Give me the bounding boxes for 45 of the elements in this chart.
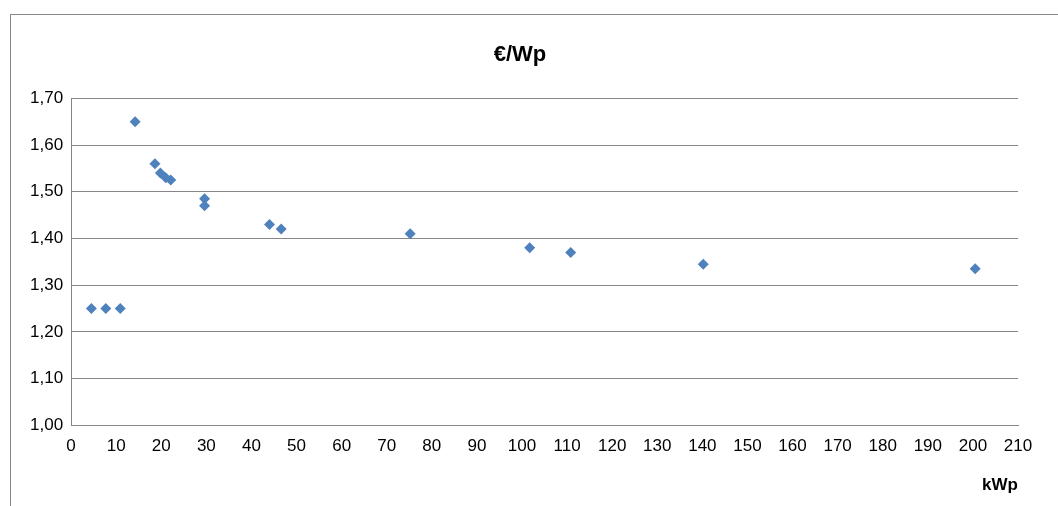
- chart-title: €/Wp: [493, 41, 547, 67]
- x-tick-label: 20: [151, 436, 171, 456]
- x-tick-label: 150: [733, 436, 762, 456]
- x-tick-label: 70: [377, 436, 397, 456]
- x-tick-label: 190: [913, 436, 943, 456]
- y-tick-label: 1,20: [29, 321, 64, 341]
- y-tick-label: 1,30: [29, 274, 64, 294]
- y-tick-label: 1,10: [29, 368, 64, 388]
- x-tick-label: 120: [597, 436, 627, 456]
- point: [524, 242, 536, 254]
- x-tick-label: 80: [422, 436, 442, 456]
- y-tick-label: 1,60: [29, 134, 64, 154]
- x-tick-label: 30: [196, 436, 216, 456]
- point: [129, 116, 141, 128]
- x-tick-label: 130: [643, 436, 672, 456]
- y-tick-label: 1,50: [29, 181, 64, 201]
- x-tick-label: 200: [958, 436, 988, 456]
- point: [149, 158, 161, 170]
- y-tick-label: 1,70: [29, 88, 64, 108]
- point: [100, 302, 112, 314]
- x-axis-title: kWp: [982, 475, 1018, 495]
- point: [697, 258, 709, 270]
- x-tick-label: 90: [467, 436, 487, 456]
- point: [404, 228, 416, 240]
- point: [263, 218, 275, 230]
- y-tick-label: 1,00: [29, 414, 64, 434]
- x-tick-label: 0: [66, 436, 76, 456]
- y-tick-label: 1,40: [29, 228, 64, 248]
- x-tick-label: 170: [823, 436, 852, 456]
- x-tick-label: 110: [553, 436, 581, 456]
- x-tick-label: 180: [868, 436, 897, 456]
- point: [154, 167, 166, 179]
- x-tick-label: 160: [778, 436, 807, 456]
- x-tick-label: 210: [1003, 436, 1033, 456]
- point: [114, 302, 126, 314]
- x-tick-label: 60: [332, 436, 352, 456]
- point: [565, 246, 577, 258]
- x-tick-label: 140: [688, 436, 717, 456]
- x-tick-label: 40: [241, 436, 261, 456]
- point: [275, 223, 287, 235]
- point: [969, 263, 981, 275]
- x-tick-label: 10: [106, 436, 126, 456]
- point: [85, 302, 97, 314]
- x-tick-label: 50: [287, 436, 306, 456]
- x-tick-label: 100: [507, 436, 537, 456]
